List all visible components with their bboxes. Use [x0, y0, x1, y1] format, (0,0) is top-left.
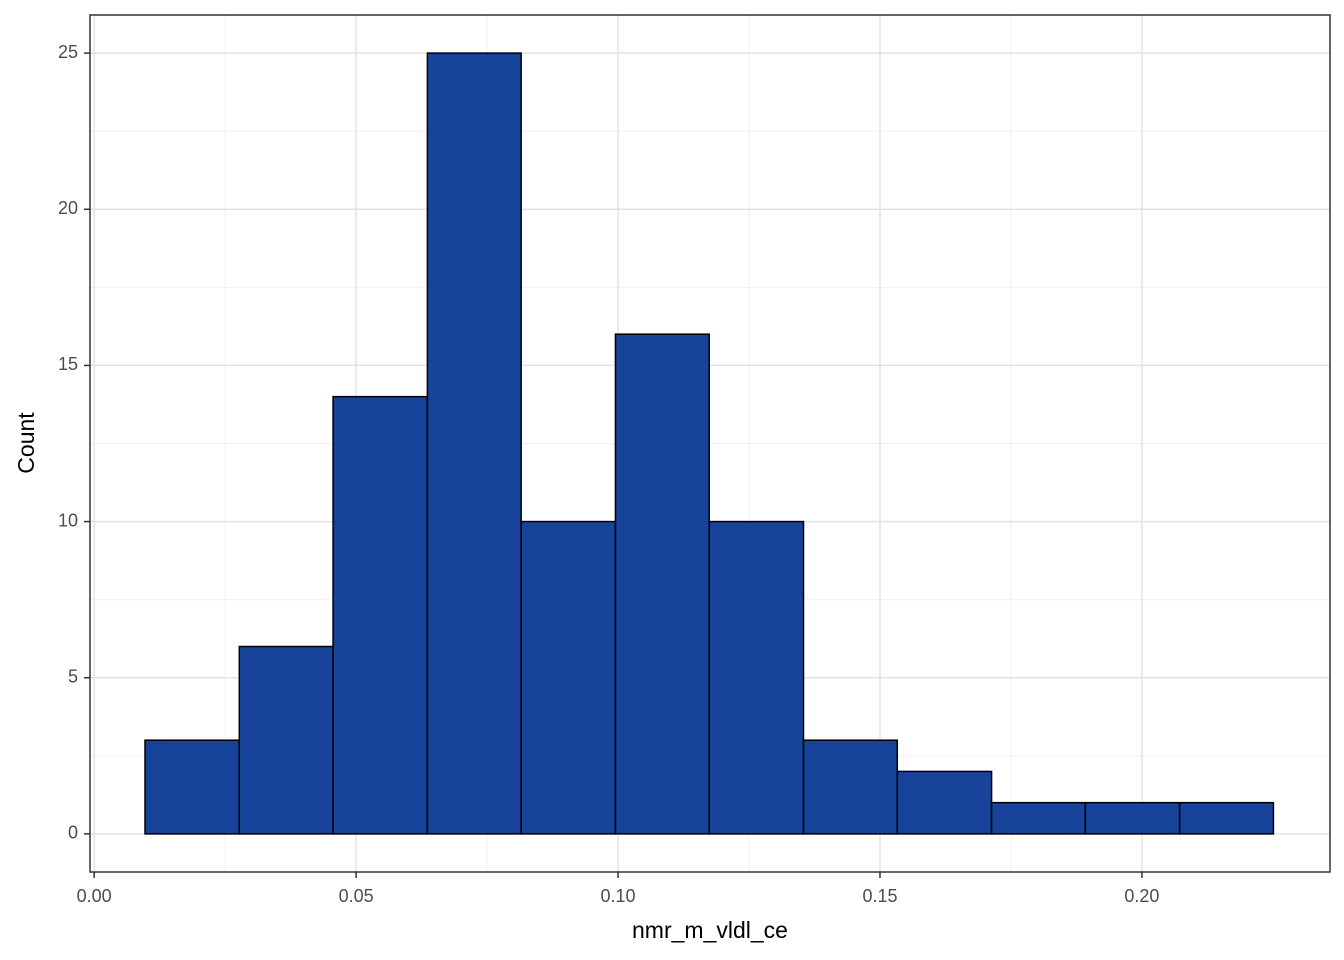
y-tick-label: 15	[58, 354, 78, 374]
bar	[1178, 801, 1275, 835]
bar	[614, 333, 710, 835]
y-axis-title: Count	[13, 412, 39, 474]
bar	[708, 520, 805, 835]
x-tick-label: 0.05	[339, 886, 374, 906]
x-tick-label: 0.15	[862, 886, 897, 906]
bar	[520, 520, 617, 835]
bar	[332, 395, 429, 835]
y-tick-label: 0	[68, 823, 78, 843]
bar	[896, 770, 993, 835]
y-tick-label: 20	[58, 198, 78, 218]
bar	[238, 645, 334, 835]
x-tick-label: 0.00	[77, 886, 112, 906]
x-axis-title: nmr_m_vldl_ce	[632, 917, 788, 943]
bar	[144, 739, 241, 835]
y-tick-label: 5	[68, 666, 78, 686]
plot-border	[89, 14, 1331, 873]
bar	[426, 52, 522, 835]
bar	[1084, 801, 1181, 835]
x-tick-label: 0.10	[601, 886, 636, 906]
y-tick-label: 25	[58, 42, 78, 62]
y-tick-label: 10	[58, 510, 78, 530]
x-tick-label: 0.20	[1124, 886, 1159, 906]
bar	[990, 801, 1087, 835]
bar	[802, 739, 899, 835]
